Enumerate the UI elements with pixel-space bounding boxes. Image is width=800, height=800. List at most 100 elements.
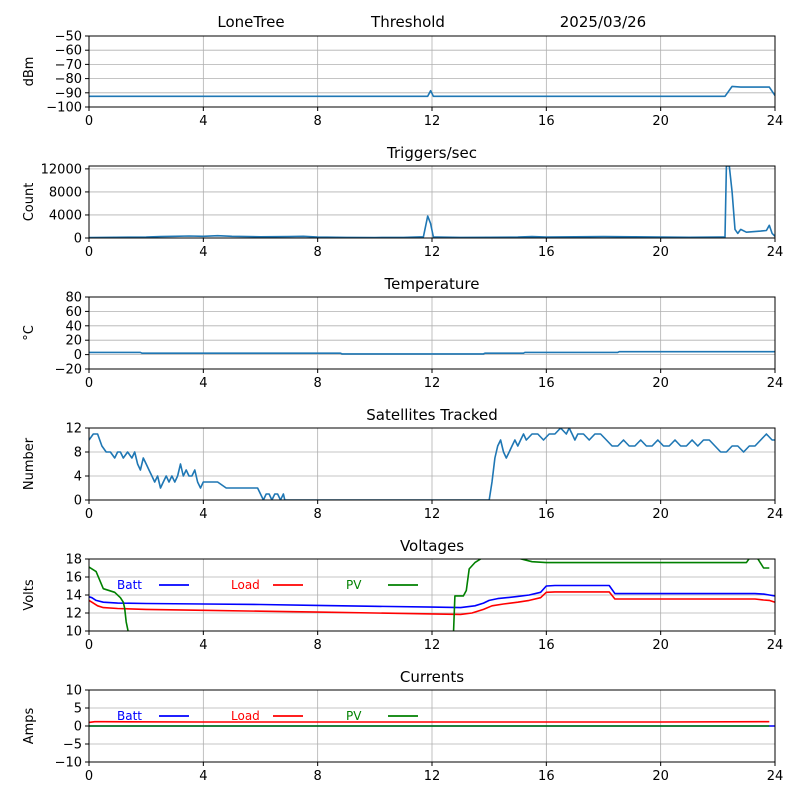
x-tick-label: 0 bbox=[85, 769, 93, 784]
series-line-batt bbox=[89, 584, 775, 609]
y-axis-label: Volts bbox=[22, 579, 37, 611]
series-line-load bbox=[89, 591, 775, 616]
series-group bbox=[89, 350, 775, 355]
panel-title: Temperature bbox=[383, 275, 479, 293]
y-tick-label: 60 bbox=[65, 305, 82, 320]
y-tick-label: −5 bbox=[63, 738, 82, 753]
y-axis-label: dBm bbox=[22, 57, 37, 87]
y-tick-label: 12000 bbox=[41, 162, 82, 177]
y-tick-label: 4000 bbox=[49, 208, 82, 223]
series-line-1 bbox=[89, 166, 775, 238]
series-group bbox=[89, 720, 775, 727]
y-tick-label: −50 bbox=[55, 30, 82, 45]
x-tick-label: 4 bbox=[199, 769, 207, 784]
x-tick-label: 12 bbox=[424, 245, 441, 260]
x-tick-label: 20 bbox=[652, 507, 669, 522]
y-axis-label: Number bbox=[22, 437, 37, 490]
series-group bbox=[89, 428, 775, 500]
x-tick-label: 12 bbox=[424, 114, 441, 129]
panel-title: Triggers/sec bbox=[386, 144, 477, 162]
y-tick-label: 10 bbox=[65, 684, 82, 699]
panel-5: 0 4 8 12 16 20 24 10 12 14 16 18 Voltages Volts Batt Lo… bbox=[22, 537, 784, 653]
x-tick-label: 16 bbox=[538, 769, 555, 784]
x-tick-label: 0 bbox=[85, 245, 93, 260]
series-group bbox=[89, 166, 775, 238]
series-line-1 bbox=[89, 350, 775, 355]
legend-label-batt: Batt bbox=[117, 709, 142, 723]
panel-2: 0 4 8 12 16 20 24 0 4000 8000 12000 Triggers/sec Cou… bbox=[22, 144, 783, 260]
header-date: 2025/03/26 bbox=[560, 13, 646, 31]
legend-label-load: Load bbox=[231, 709, 260, 723]
x-tick-label: 16 bbox=[538, 376, 555, 391]
y-tick-label: 0 bbox=[74, 494, 82, 509]
series-line-1 bbox=[89, 85, 775, 98]
series-line-1 bbox=[89, 428, 775, 500]
x-tick-label: 24 bbox=[767, 245, 784, 260]
y-tick-label: −90 bbox=[55, 86, 82, 101]
x-tick-label: 24 bbox=[767, 638, 784, 653]
y-tick-label: 14 bbox=[65, 589, 82, 604]
x-tick-label: 24 bbox=[767, 114, 784, 129]
y-tick-label: 10 bbox=[65, 625, 82, 640]
x-tick-label: 8 bbox=[314, 638, 322, 653]
y-axis-label: °C bbox=[22, 325, 37, 341]
x-tick-label: 20 bbox=[652, 245, 669, 260]
y-tick-label: −70 bbox=[55, 58, 82, 73]
x-tick-label: 8 bbox=[314, 245, 322, 260]
series-group bbox=[89, 85, 775, 98]
series-group bbox=[89, 559, 775, 631]
y-tick-label: 5 bbox=[74, 702, 82, 717]
y-tick-label: 40 bbox=[65, 319, 82, 334]
x-tick-label: 20 bbox=[652, 114, 669, 129]
panel-title: Currents bbox=[400, 668, 464, 686]
x-tick-label: 4 bbox=[199, 507, 207, 522]
x-tick-label: 0 bbox=[85, 507, 93, 522]
legend-label-pv: PV bbox=[346, 578, 362, 592]
x-tick-label: 16 bbox=[538, 245, 555, 260]
x-tick-label: 24 bbox=[767, 376, 784, 391]
panel-1: 0 4 8 12 16 20 24 −100−90−80−70−60−50 dBm bbox=[22, 30, 783, 130]
y-tick-label: 80 bbox=[65, 291, 82, 306]
y-tick-label: 20 bbox=[65, 334, 82, 349]
y-tick-label: 8 bbox=[74, 446, 82, 461]
series-line-pv bbox=[89, 559, 770, 631]
y-tick-label: −10 bbox=[55, 756, 82, 771]
x-tick-label: 16 bbox=[538, 638, 555, 653]
x-tick-label: 8 bbox=[314, 376, 322, 391]
x-tick-label: 20 bbox=[652, 376, 669, 391]
panel-6: 0 4 8 12 16 20 24 −10 −5 0 5 10 Currents Amps Batt Load… bbox=[22, 668, 783, 784]
x-tick-label: 8 bbox=[314, 114, 322, 129]
series-line-load bbox=[89, 720, 770, 724]
x-tick-label: 8 bbox=[314, 769, 322, 784]
y-tick-label: 8000 bbox=[49, 185, 82, 200]
y-tick-label: 18 bbox=[65, 553, 82, 568]
legend-label-load: Load bbox=[231, 578, 260, 592]
y-tick-label: −60 bbox=[55, 44, 82, 59]
x-tick-label: 24 bbox=[767, 507, 784, 522]
y-tick-label: 16 bbox=[65, 571, 82, 586]
x-tick-label: 16 bbox=[538, 507, 555, 522]
x-tick-label: 12 bbox=[424, 376, 441, 391]
panel-title: Satellites Tracked bbox=[366, 406, 497, 424]
x-tick-label: 12 bbox=[424, 638, 441, 653]
legend-label-batt: Batt bbox=[117, 578, 142, 592]
x-tick-label: 4 bbox=[199, 245, 207, 260]
x-tick-label: 20 bbox=[652, 638, 669, 653]
y-tick-label: 0 bbox=[74, 232, 82, 247]
y-axis-label: Count bbox=[22, 183, 37, 222]
y-tick-label: 4 bbox=[74, 470, 82, 485]
y-tick-label: −100 bbox=[46, 101, 82, 116]
x-tick-label: 12 bbox=[424, 769, 441, 784]
y-tick-label: −20 bbox=[55, 363, 82, 378]
panel-4: 0 4 8 12 16 20 24 0 4 8 12 Satellites Tracked Number bbox=[22, 406, 783, 522]
x-tick-label: 24 bbox=[767, 769, 784, 784]
x-tick-label: 4 bbox=[199, 114, 207, 129]
x-tick-label: 12 bbox=[424, 507, 441, 522]
x-tick-label: 4 bbox=[199, 376, 207, 391]
x-tick-label: 16 bbox=[538, 114, 555, 129]
y-axis-label: Amps bbox=[22, 707, 37, 744]
y-tick-label: 0 bbox=[74, 348, 82, 363]
